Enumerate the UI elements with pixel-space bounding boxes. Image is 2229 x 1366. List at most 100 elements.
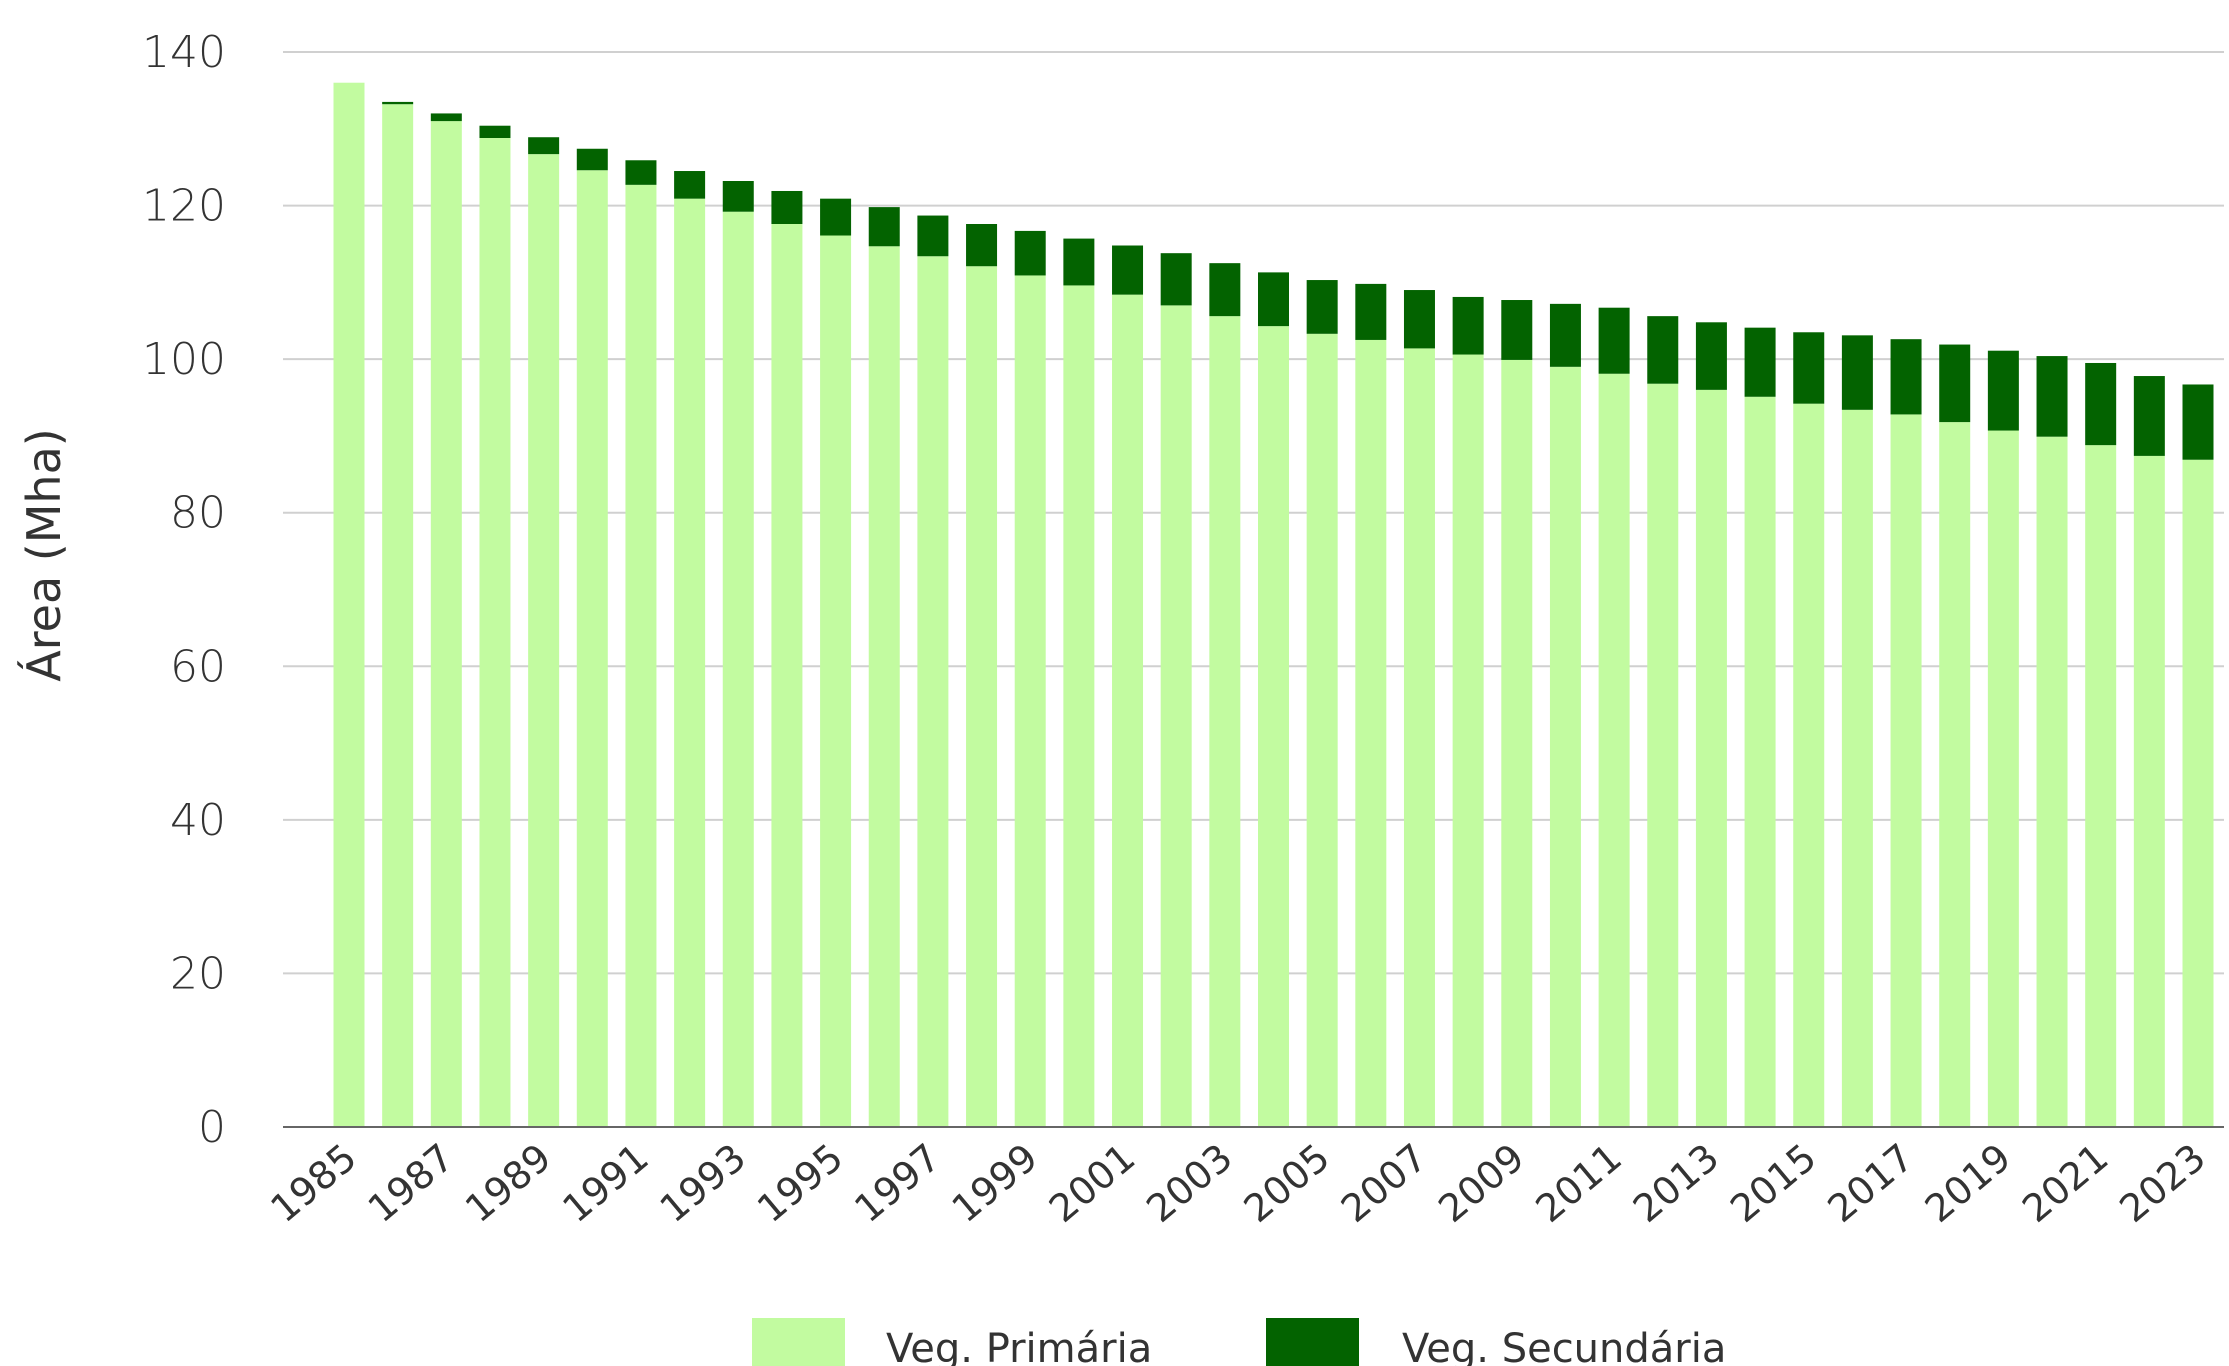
bar-veg-secundaria-2009 bbox=[1501, 300, 1533, 360]
bar-veg-primaria-1989 bbox=[528, 154, 560, 1128]
y-tick-label: 120 bbox=[142, 181, 226, 232]
bar-veg-primaria-2007 bbox=[1403, 348, 1435, 1127]
bar-veg-secundaria-2011 bbox=[1598, 307, 1630, 374]
bar-veg-secundaria-1995 bbox=[820, 198, 852, 236]
bar-veg-primaria-2003 bbox=[1209, 316, 1241, 1127]
bar-veg-primaria-2001 bbox=[1112, 294, 1144, 1127]
bar-veg-secundaria-1991 bbox=[625, 160, 657, 185]
bar-veg-secundaria-2019 bbox=[1987, 350, 2019, 431]
bar-veg-primaria-1993 bbox=[722, 211, 754, 1127]
bar-veg-primaria-2008 bbox=[1452, 354, 1484, 1127]
x-tick-label: 1995 bbox=[749, 1135, 851, 1231]
x-tick-label: 2001 bbox=[1041, 1135, 1143, 1231]
bar-veg-secundaria-2022 bbox=[2133, 376, 2165, 456]
bar-veg-primaria-2023 bbox=[2182, 459, 2214, 1128]
bar-veg-primaria-2010 bbox=[1549, 366, 1581, 1127]
y-tick-label: 80 bbox=[170, 488, 226, 539]
bar-veg-primaria-1991 bbox=[625, 184, 657, 1128]
y-tick-label: 40 bbox=[170, 795, 226, 846]
x-tick-label: 2003 bbox=[1138, 1135, 1240, 1231]
bar-veg-secundaria-1999 bbox=[1014, 230, 1046, 276]
x-tick-label: 2007 bbox=[1333, 1135, 1435, 1231]
bar-veg-primaria-1994 bbox=[771, 224, 803, 1127]
bar-veg-secundaria-1987 bbox=[430, 113, 462, 122]
bar-veg-secundaria-2002 bbox=[1160, 253, 1192, 306]
bar-veg-primaria-1990 bbox=[576, 170, 608, 1127]
legend-label-veg-secundaria: Veg. Secundária bbox=[1402, 1326, 1726, 1366]
x-tick-label: 1999 bbox=[944, 1135, 1046, 1231]
bar-veg-secundaria-2016 bbox=[1841, 335, 1873, 410]
bar-veg-primaria-2005 bbox=[1306, 333, 1338, 1127]
bar-veg-secundaria-1993 bbox=[722, 181, 754, 212]
x-tick-label: 2013 bbox=[1625, 1135, 1727, 1231]
bar-veg-primaria-2017 bbox=[1890, 414, 1922, 1127]
x-tick-label: 2019 bbox=[1917, 1135, 2019, 1231]
bar-veg-secundaria-2018 bbox=[1939, 344, 1971, 423]
bar-veg-secundaria-2007 bbox=[1403, 290, 1435, 349]
legend-label-veg-primaria: Veg. Primária bbox=[886, 1326, 1152, 1366]
bar-veg-primaria-2006 bbox=[1355, 339, 1387, 1127]
x-tick-label: 1989 bbox=[457, 1135, 559, 1231]
bar-veg-secundaria-2003 bbox=[1209, 263, 1241, 317]
x-tick-label: 2017 bbox=[1819, 1135, 1921, 1231]
bar-veg-secundaria-2008 bbox=[1452, 296, 1484, 355]
x-tick-label: 2021 bbox=[2014, 1135, 2116, 1231]
legend-swatch-veg-secundaria bbox=[1266, 1318, 1359, 1366]
bar-veg-primaria-2002 bbox=[1160, 305, 1192, 1127]
x-tick-label: 1997 bbox=[846, 1135, 948, 1231]
x-tick-label: 2009 bbox=[1430, 1135, 1532, 1231]
bar-veg-primaria-1988 bbox=[479, 138, 511, 1127]
bars bbox=[333, 82, 2214, 1128]
gridlines bbox=[283, 51, 2224, 975]
bar-veg-primaria-2009 bbox=[1501, 359, 1533, 1127]
bar-veg-primaria-1995 bbox=[820, 235, 852, 1127]
y-tick-label: 100 bbox=[142, 334, 226, 385]
bar-veg-secundaria-2015 bbox=[1793, 332, 1825, 404]
bar-veg-primaria-2004 bbox=[1258, 326, 1289, 1128]
x-tick-label: 2005 bbox=[1236, 1135, 1338, 1231]
bar-veg-secundaria-2010 bbox=[1549, 303, 1581, 367]
bar-veg-primaria-2014 bbox=[1744, 396, 1776, 1127]
bar-veg-secundaria-2005 bbox=[1306, 280, 1338, 334]
bar-veg-secundaria-2023 bbox=[2182, 384, 2214, 460]
bar-veg-secundaria-1990 bbox=[576, 148, 608, 171]
bar-veg-primaria-2022 bbox=[2133, 455, 2165, 1127]
bar-veg-secundaria-1998 bbox=[966, 224, 998, 267]
x-tick-label: 1985 bbox=[262, 1135, 364, 1231]
bar-veg-secundaria-2020 bbox=[2036, 356, 2068, 437]
y-tick-label: 140 bbox=[142, 27, 226, 78]
legend: Veg. Primária Veg. Secundária bbox=[752, 1318, 1726, 1366]
bar-veg-secundaria-2006 bbox=[1355, 283, 1387, 340]
bar-veg-secundaria-2017 bbox=[1890, 339, 1922, 415]
bar-veg-primaria-1999 bbox=[1014, 275, 1046, 1127]
bar-veg-secundaria-2013 bbox=[1695, 322, 1727, 390]
bar-veg-primaria-1992 bbox=[674, 198, 706, 1127]
bar-veg-secundaria-2012 bbox=[1647, 316, 1679, 384]
bar-veg-secundaria-1997 bbox=[917, 215, 949, 257]
bar-veg-primaria-1997 bbox=[917, 256, 949, 1127]
bar-veg-primaria-2018 bbox=[1939, 422, 1971, 1127]
bar-veg-secundaria-1986 bbox=[382, 101, 414, 105]
x-tick-label: 1987 bbox=[360, 1135, 462, 1231]
bar-veg-primaria-1996 bbox=[868, 246, 900, 1127]
x-tick-label: 2011 bbox=[1528, 1135, 1630, 1231]
bar-veg-secundaria-1996 bbox=[868, 207, 900, 247]
bar-veg-secundaria-1994 bbox=[771, 190, 803, 224]
bar-veg-secundaria-2000 bbox=[1063, 238, 1095, 286]
bar-veg-primaria-2021 bbox=[2085, 445, 2117, 1127]
y-tick-label: 0 bbox=[198, 1102, 226, 1153]
bar-veg-primaria-2011 bbox=[1598, 373, 1630, 1128]
bar-veg-primaria-2012 bbox=[1647, 383, 1679, 1128]
x-axis-ticks: 1985198719891991199319951997199920012003… bbox=[262, 1135, 2213, 1231]
legend-swatch-veg-primaria bbox=[752, 1318, 845, 1366]
x-tick-label: 1993 bbox=[652, 1135, 754, 1231]
bar-veg-primaria-1985 bbox=[333, 82, 365, 1128]
bar-veg-primaria-2000 bbox=[1063, 285, 1095, 1127]
bar-veg-primaria-2013 bbox=[1695, 389, 1727, 1127]
y-axis-label: Área (Mha) bbox=[17, 428, 71, 681]
bar-veg-secundaria-1989 bbox=[528, 137, 560, 155]
x-tick-label: 1991 bbox=[554, 1135, 656, 1231]
x-tick-label: 2015 bbox=[1722, 1135, 1824, 1231]
y-tick-label: 20 bbox=[170, 948, 226, 999]
